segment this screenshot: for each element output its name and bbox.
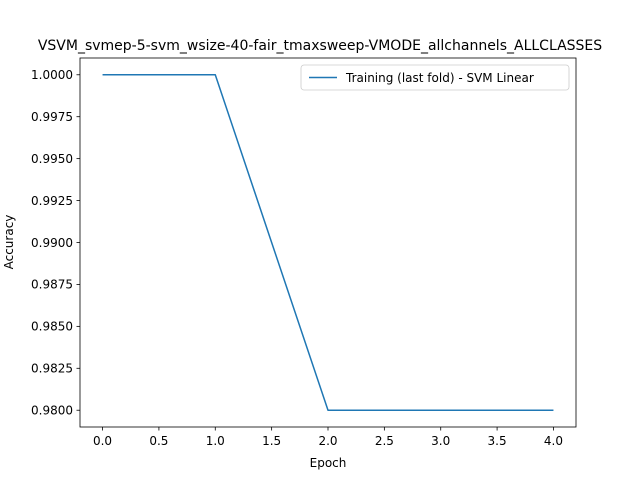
x-tick-label: 0.0	[93, 434, 112, 448]
chart-title: VSVM_svmep-5-svm_wsize-40-fair_tmaxsweep…	[38, 38, 602, 54]
x-tick-label: 3.0	[431, 434, 450, 448]
x-tick-label: 3.5	[488, 434, 507, 448]
y-tick-label: 0.9825	[31, 362, 73, 376]
y-tick-label: 0.9950	[31, 152, 73, 166]
legend-box	[300, 64, 570, 91]
series-layer	[102, 74, 554, 411]
y-axis-label: Accuracy	[2, 215, 16, 270]
x-tick-label: 2.5	[375, 434, 394, 448]
y-tick-label: 0.9850	[31, 320, 73, 334]
y-tick-label: 0.9800	[31, 404, 73, 418]
y-tick-label: 0.9975	[31, 110, 73, 124]
x-axis-label: Epoch	[310, 456, 347, 470]
x-tick-label: 0.5	[149, 434, 168, 448]
y-tick-label: 1.0000	[31, 68, 73, 82]
legend-label: Training (last fold) - SVM Linear	[345, 71, 534, 85]
x-tick-label: 1.5	[262, 434, 281, 448]
x-tick-label: 4.0	[544, 434, 563, 448]
y-axis: 0.9800 0.9825 0.9850 0.9875 0.9900 0.9925 0.99…	[31, 68, 80, 418]
legend: Training (last fold) - SVM Linear	[300, 64, 570, 91]
y-tick-label: 0.9875	[31, 278, 73, 292]
series-line	[102, 74, 554, 411]
x-axis: 0.0 0.5 1.0 1.5 2.0 2.5 3.0 3.5 4.0	[93, 427, 563, 448]
y-tick-label: 0.9925	[31, 194, 73, 208]
y-tick-label: 0.9900	[31, 236, 73, 250]
x-tick-label: 1.0	[206, 434, 225, 448]
x-tick-label: 2.0	[318, 434, 337, 448]
